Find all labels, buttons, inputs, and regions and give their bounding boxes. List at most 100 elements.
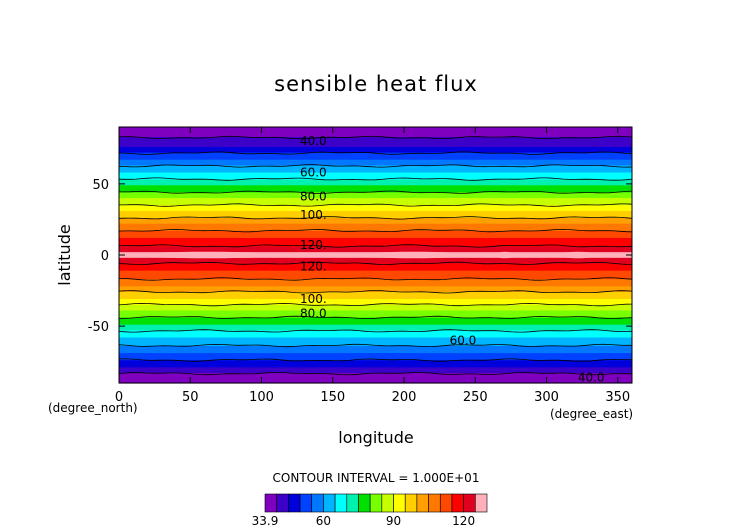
colorbar-swatch (264, 493, 277, 513)
contour-line (118, 261, 633, 266)
contour-band (119, 269, 632, 272)
x-tick-label: 100 (249, 390, 274, 405)
contour-band (119, 377, 632, 380)
contour-band (119, 283, 632, 286)
contour-band (119, 225, 632, 228)
contour-band (119, 311, 632, 314)
contour-band (119, 260, 632, 263)
contour-label: 60.0 (300, 166, 327, 180)
contour-band (119, 361, 632, 364)
contour-band (119, 136, 632, 139)
contour-band (119, 208, 632, 211)
contour-line (119, 277, 633, 281)
contour-band (119, 206, 632, 209)
contour-label: 100. (300, 292, 327, 306)
contour-line (118, 290, 633, 294)
contour-band (119, 304, 632, 307)
contour-band (119, 196, 632, 199)
contour-band (119, 280, 632, 283)
contour-band (119, 200, 632, 203)
contour-band (119, 273, 632, 276)
contour-band (119, 373, 632, 376)
contour-band (119, 213, 632, 216)
contour-band (119, 270, 632, 273)
contour-band (119, 145, 632, 148)
contour-band (119, 171, 632, 174)
contour-band (119, 250, 632, 253)
colorbar-swatch (323, 493, 336, 513)
contour-band (119, 320, 632, 323)
chart-title: sensible heat flux (274, 72, 478, 96)
contour-band (119, 159, 632, 162)
contour-band (119, 247, 632, 250)
x-axis: 0 50 100 150 200 250 300 350 (115, 127, 630, 405)
contour-line (118, 372, 633, 376)
colorbar-swatch (381, 493, 394, 513)
contour-band (119, 371, 632, 374)
contour-band (119, 306, 632, 309)
colorbar-swatch (276, 493, 289, 513)
contour-band (119, 210, 632, 213)
contour-band (119, 286, 632, 289)
contour-band (119, 173, 632, 176)
contour-band (119, 148, 632, 151)
contour-band (119, 175, 632, 178)
contour-band (119, 357, 632, 360)
colorbar-tick-label: 120 (452, 514, 475, 528)
contour-band (119, 239, 632, 242)
contour-label: 100. (300, 208, 327, 222)
contour-label: 120. (300, 259, 327, 273)
contour-band (119, 374, 632, 377)
contour-band (119, 355, 632, 358)
x-tick-label: 300 (534, 390, 559, 405)
contour-band (119, 163, 632, 166)
colorbar-swatch (393, 493, 406, 513)
contour-band (119, 346, 632, 349)
colorbar-swatch (334, 493, 348, 513)
contour-band (119, 282, 632, 285)
x-tick-label: 50 (182, 390, 199, 405)
contour-band (119, 209, 632, 212)
contour-band (119, 232, 632, 235)
contour-band (119, 198, 632, 201)
contour-label: 60.0 (450, 333, 477, 347)
contour-band (119, 354, 632, 357)
contour-line (118, 135, 633, 140)
contour-band (119, 350, 632, 353)
colorbar-swatch (288, 493, 301, 513)
contour-band (119, 340, 632, 343)
contour-band (119, 182, 632, 185)
colorbar-swatch (299, 493, 313, 513)
contour-band (119, 358, 632, 361)
colorbar-tick-label: 33.9 (252, 514, 279, 528)
contour-band (119, 307, 632, 310)
contour-band (119, 166, 632, 169)
colorbar: 33.9 60 90 120 (252, 493, 488, 528)
contour-band (119, 176, 632, 179)
contour-band (119, 235, 632, 238)
contour-band (119, 272, 632, 275)
y-tick-label: 50 (92, 178, 109, 193)
colorbar-swatch (428, 493, 441, 513)
contour-line (118, 216, 633, 220)
contour-band (119, 293, 632, 296)
contour-band (119, 223, 632, 226)
contour-label: 120. (300, 238, 327, 252)
contour-band (119, 328, 632, 331)
contour-band (119, 294, 632, 297)
contour-band (119, 259, 632, 262)
contour-band (119, 313, 632, 316)
colorbar-swatch (311, 493, 324, 513)
contour-band (119, 146, 632, 149)
contour-band (119, 370, 632, 373)
contour-band (119, 297, 632, 300)
contour-band (119, 179, 632, 182)
colorbar-swatch (439, 493, 453, 513)
colorbar-swatch (475, 493, 488, 513)
contour-band (119, 242, 632, 245)
contour-band (119, 326, 632, 329)
contour-band (119, 205, 632, 208)
